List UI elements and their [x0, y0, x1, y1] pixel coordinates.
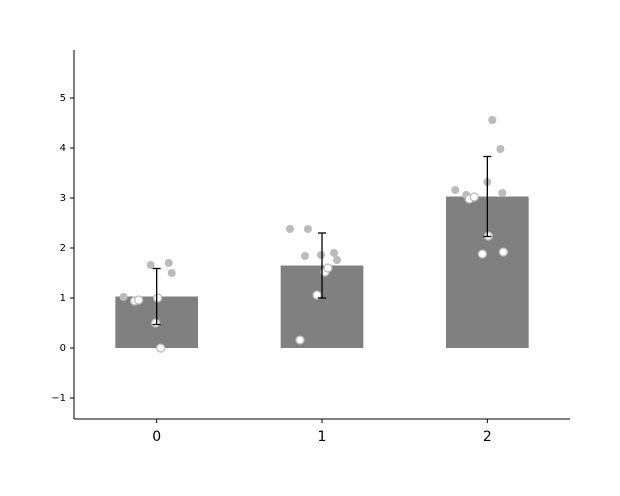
data-point	[167, 269, 176, 277]
data-point	[498, 189, 507, 197]
data-point	[488, 116, 497, 124]
data-point	[303, 225, 312, 233]
data-point	[155, 343, 166, 353]
data-point	[119, 293, 128, 301]
data-point	[300, 252, 309, 260]
data-point	[330, 249, 339, 257]
data-point	[153, 293, 163, 303]
y-tick-label: 3	[60, 193, 66, 204]
data-point	[146, 261, 155, 269]
data-point	[285, 225, 294, 233]
data-point	[133, 295, 144, 305]
y-tick-label: 5	[60, 93, 66, 104]
data-point	[151, 318, 161, 328]
data-point	[477, 249, 488, 259]
y-tick-label: 2	[60, 243, 66, 254]
y-tick-label: 1	[60, 293, 66, 304]
y-tick-label: 0	[60, 343, 66, 354]
data-point	[451, 186, 460, 194]
data-point	[469, 192, 479, 202]
y-tick-label: −1	[51, 393, 66, 404]
x-tick-label: 2	[483, 429, 492, 445]
data-point	[333, 256, 342, 264]
data-point	[312, 290, 322, 300]
x-tick-label: 0	[152, 429, 161, 445]
data-point	[323, 263, 333, 273]
data-point	[498, 247, 509, 257]
y-tick-label: 4	[60, 143, 66, 154]
data-point	[317, 251, 326, 259]
data-point	[295, 335, 305, 345]
data-point	[496, 145, 505, 153]
data-point	[164, 259, 173, 267]
x-tick-label: 1	[318, 429, 327, 445]
